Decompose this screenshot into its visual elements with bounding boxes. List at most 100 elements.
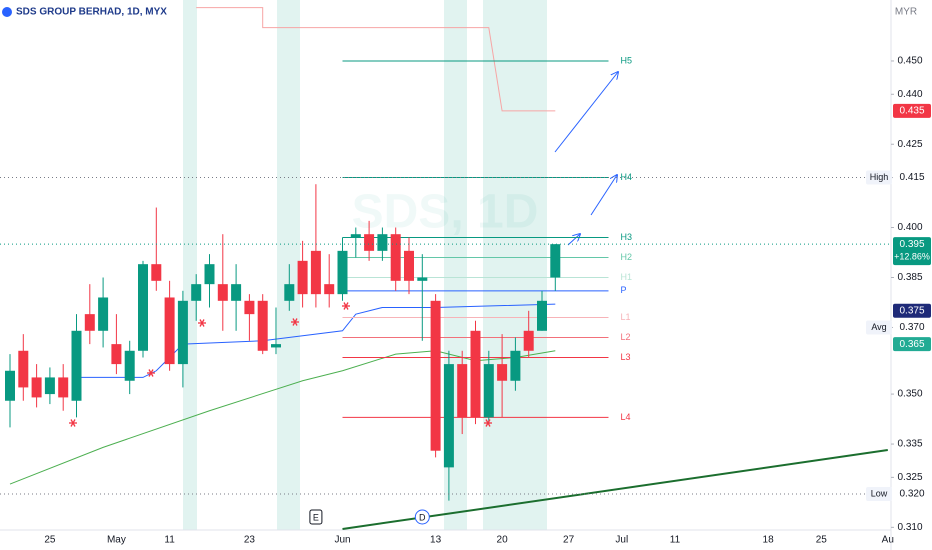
candle-body — [443, 364, 454, 468]
candle-body — [98, 297, 109, 331]
event-marker — [309, 509, 323, 525]
candle-body — [284, 284, 295, 301]
trend-line — [342, 449, 888, 530]
candle-body — [457, 364, 468, 418]
candle-body — [350, 234, 361, 238]
candle-body — [84, 314, 95, 331]
session-bands — [183, 0, 547, 530]
pivot-label: H1 — [621, 272, 633, 282]
y-tick-label: 0.440 — [897, 89, 922, 100]
price-badge — [893, 320, 931, 335]
candle-body — [244, 300, 255, 315]
event-marker — [414, 509, 430, 525]
x-tick-label: 18 — [763, 535, 775, 546]
candle-body — [390, 234, 401, 281]
price-tag-label: High — [870, 172, 889, 182]
price-tag — [866, 320, 892, 335]
pivot-label: L2 — [621, 332, 631, 342]
signal — [146, 368, 156, 378]
candle-body — [18, 350, 29, 388]
price-badge — [893, 103, 931, 118]
candle-body — [430, 300, 441, 451]
candle-body — [404, 250, 414, 281]
candle-body — [257, 300, 268, 351]
y-tick-label: 0.385 — [897, 272, 922, 283]
x-tick-label: 25 — [44, 535, 56, 546]
price-badge-label: 0.320 — [899, 489, 924, 500]
candle-body — [510, 350, 521, 381]
x-tick-label: 11 — [164, 535, 175, 546]
chart-title: SDS GROUP BERHAD, 1D, MYX — [16, 7, 167, 18]
x-tick-label: 27 — [563, 535, 575, 546]
candle-body — [271, 344, 281, 348]
x-tick-label: May — [107, 535, 126, 546]
price-tag-label: Avg — [871, 322, 886, 332]
price-tag-label: Low — [871, 488, 888, 498]
price-badge — [893, 337, 931, 352]
candle-body — [217, 284, 228, 301]
plot: 0.450 0.440 0.425 0.415 0.400 0.385 0.370 0.350… — [0, 7, 931, 546]
price-tag — [866, 487, 892, 502]
arrow — [590, 175, 617, 216]
candle-body — [523, 330, 534, 351]
symbol-icon — [2, 7, 12, 17]
price-badge-label: 0.375 — [899, 305, 924, 316]
y-tick-label: 0.350 — [897, 389, 922, 400]
x-tick-label: 11 — [670, 535, 681, 546]
candle-body — [497, 364, 508, 381]
y-tick-label: 0.425 — [897, 139, 922, 150]
x-tick-label: Jun — [334, 535, 350, 546]
overlay-line — [9, 350, 556, 485]
candle-body — [377, 234, 388, 251]
event-label: D — [419, 512, 426, 522]
pivot-label: H3 — [621, 232, 633, 242]
price-badge-label: 0.395 — [899, 239, 924, 250]
pivot-label: H5 — [621, 55, 633, 65]
x-tick-label: Au — [882, 535, 894, 546]
watermark: SDS, 1D — [352, 186, 539, 239]
candle-body — [138, 264, 148, 351]
price-badge-label: 0.370 — [899, 322, 924, 333]
signal — [197, 318, 207, 328]
event-label: E — [313, 512, 319, 522]
signal — [68, 418, 78, 428]
price-badge-sub: +12.86% — [894, 252, 930, 262]
overlay-line — [196, 7, 556, 112]
x-tick-label: 20 — [497, 535, 509, 546]
candle-body — [297, 260, 308, 295]
y-tick-label: 0.400 — [897, 222, 922, 233]
price-badge — [893, 170, 931, 185]
candle-body — [204, 264, 215, 285]
currency: MYR — [895, 7, 917, 18]
pivot-label: L1 — [621, 312, 631, 322]
candle-body — [470, 330, 481, 418]
candle-body — [483, 364, 494, 418]
pivot-label: L4 — [621, 412, 631, 422]
band — [483, 0, 547, 530]
candle-body — [310, 250, 321, 295]
price-badge — [893, 303, 931, 318]
candle-body — [364, 234, 375, 251]
price-tag — [866, 170, 892, 185]
y-tick-label: 0.335 — [897, 439, 922, 450]
candle-body — [151, 264, 162, 281]
candle-body — [44, 377, 55, 395]
candle-body — [417, 277, 428, 281]
x-tick-label: 25 — [816, 535, 828, 546]
x-tick-label: 23 — [244, 535, 256, 546]
y-tick-label: 0.450 — [897, 56, 922, 67]
candle-body — [537, 300, 547, 331]
pivot-label: L3 — [621, 352, 631, 362]
arrow — [567, 234, 580, 246]
price-badge — [893, 487, 931, 502]
candle-body — [164, 297, 175, 365]
candle-body — [111, 344, 122, 365]
price-badge-label: 0.365 — [899, 339, 924, 350]
pivot-label: H4 — [621, 172, 633, 182]
candle-body — [124, 350, 135, 381]
candle-body — [191, 284, 202, 301]
candle-body — [324, 284, 335, 295]
band — [183, 0, 197, 530]
